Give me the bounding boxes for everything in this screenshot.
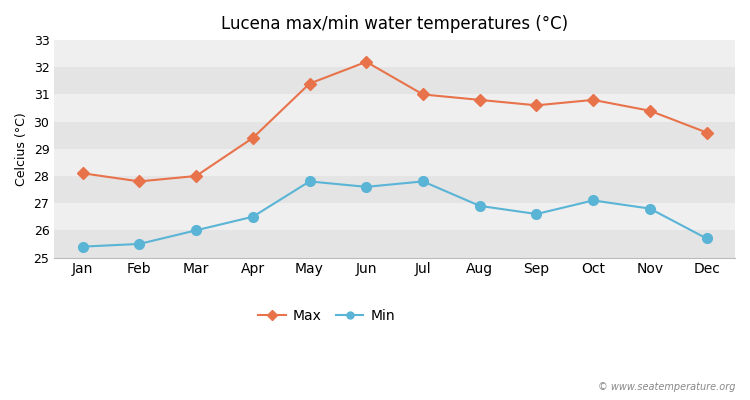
Max bbox=[78, 171, 87, 176]
Title: Lucena max/min water temperatures (°C): Lucena max/min water temperatures (°C) bbox=[221, 15, 568, 33]
Line: Min: Min bbox=[78, 176, 712, 252]
Bar bbox=[54, 122, 735, 149]
Max bbox=[362, 60, 370, 64]
Max bbox=[476, 98, 484, 102]
Max bbox=[589, 98, 598, 102]
Bar bbox=[54, 203, 735, 230]
Min bbox=[135, 242, 144, 246]
Line: Max: Max bbox=[79, 58, 711, 186]
Min bbox=[589, 198, 598, 203]
Bar bbox=[54, 67, 735, 94]
Min bbox=[248, 214, 257, 219]
Min bbox=[532, 212, 541, 216]
Min bbox=[305, 179, 314, 184]
Max bbox=[702, 130, 711, 135]
Min bbox=[476, 204, 484, 208]
Max bbox=[191, 174, 200, 178]
Min bbox=[419, 179, 428, 184]
Min bbox=[362, 184, 370, 189]
Bar bbox=[54, 40, 735, 67]
Legend: Max, Min: Max, Min bbox=[253, 304, 400, 329]
Max bbox=[248, 136, 257, 140]
Bar bbox=[54, 149, 735, 176]
Max bbox=[646, 108, 655, 113]
Bar bbox=[54, 230, 735, 258]
Max bbox=[305, 81, 314, 86]
Text: © www.seatemperature.org: © www.seatemperature.org bbox=[598, 382, 735, 392]
Min bbox=[191, 228, 200, 233]
Min bbox=[646, 206, 655, 211]
Bar bbox=[54, 94, 735, 122]
Max bbox=[135, 179, 144, 184]
Max bbox=[419, 92, 428, 97]
Bar bbox=[54, 176, 735, 203]
Max bbox=[532, 103, 541, 108]
Y-axis label: Celcius (°C): Celcius (°C) bbox=[15, 112, 28, 186]
Min bbox=[78, 244, 87, 249]
Min bbox=[702, 236, 711, 241]
